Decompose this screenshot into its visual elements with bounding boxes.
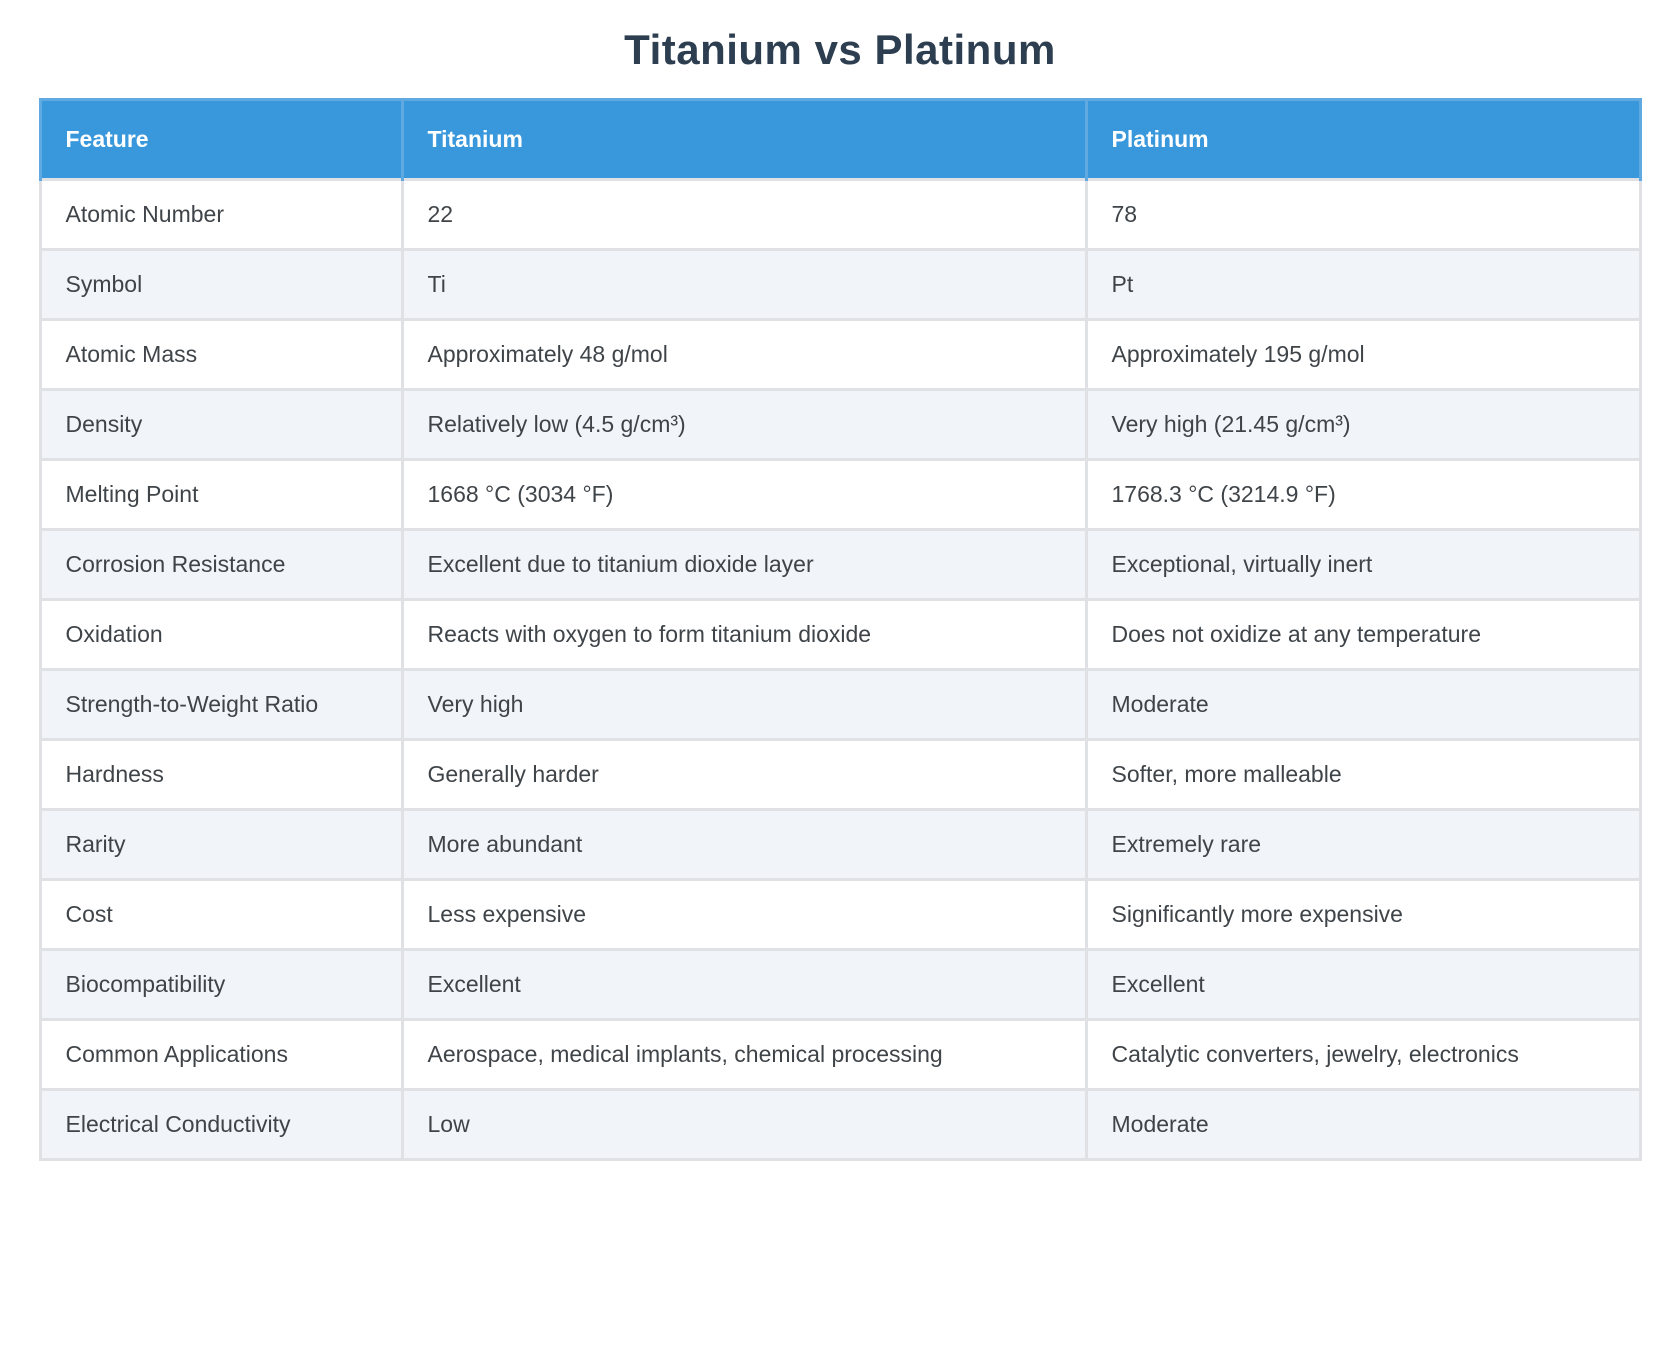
feature-cell: Hardness xyxy=(38,738,404,811)
titanium-cell: Approximately 48 g/mol xyxy=(400,318,1088,391)
table-header-row: Feature Titanium Platinum xyxy=(38,98,1642,180)
platinum-cell: Pt xyxy=(1084,248,1642,321)
table-row: Atomic Mass Approximately 48 g/mol Approxi… xyxy=(38,318,1642,391)
feature-cell: Strength-to-Weight Ratio xyxy=(38,668,404,741)
feature-cell: Common Applications xyxy=(38,1018,404,1091)
header-cell-titanium: Titanium xyxy=(400,98,1088,180)
feature-cell: Oxidation xyxy=(38,598,404,671)
feature-cell: Corrosion Resistance xyxy=(38,528,404,601)
titanium-cell: 22 xyxy=(400,178,1088,251)
table-row: Common Applications Aerospace, medical im… xyxy=(38,1018,1642,1091)
table-row: Atomic Number 22 78 xyxy=(38,178,1642,251)
platinum-cell: Excellent xyxy=(1084,948,1642,1021)
feature-cell: Electrical Conductivity xyxy=(38,1088,404,1161)
page-title: Titanium vs Platinum xyxy=(624,26,1056,73)
comparison-table: Feature Titanium Platinum Atomic Number 2… xyxy=(38,98,1642,1161)
titanium-cell: Relatively low (4.5 g/cm³) xyxy=(400,388,1088,461)
header-cell-platinum: Platinum xyxy=(1084,98,1642,180)
platinum-cell: Softer, more malleable xyxy=(1084,738,1642,811)
header-cell-feature: Feature xyxy=(38,98,404,180)
table-row: Biocompatibility Excellent Excellent xyxy=(38,948,1642,1021)
platinum-cell: Exceptional, virtually inert xyxy=(1084,528,1642,601)
feature-cell: Density xyxy=(38,388,404,461)
titanium-cell: Excellent xyxy=(400,948,1088,1021)
feature-cell: Rarity xyxy=(38,808,404,881)
feature-cell: Atomic Number xyxy=(38,178,404,251)
feature-cell: Cost xyxy=(38,878,404,951)
table-row: Strength-to-Weight Ratio Very high Moderat… xyxy=(38,668,1642,741)
table-row: Cost Less expensive Significantly more exp… xyxy=(38,878,1642,951)
platinum-cell: 1768.3 °C (3214.9 °F) xyxy=(1084,458,1642,531)
feature-cell: Melting Point xyxy=(38,458,404,531)
table-row: Symbol Ti Pt xyxy=(38,248,1642,321)
table-row: Oxidation Reacts with oxygen to form tita… xyxy=(38,598,1642,671)
table-row: Rarity More abundant Extremely rare xyxy=(38,808,1642,881)
titanium-cell: Very high xyxy=(400,668,1088,741)
titanium-cell: Aerospace, medical implants, chemical pr… xyxy=(400,1018,1088,1091)
table-row: Melting Point 1668 °C (3034 °F) 1768.3 °C … xyxy=(38,458,1642,531)
platinum-cell: Significantly more expensive xyxy=(1084,878,1642,951)
platinum-cell: Catalytic converters, jewelry, electroni… xyxy=(1084,1018,1642,1091)
platinum-cell: Does not oxidize at any temperature xyxy=(1084,598,1642,671)
feature-cell: Symbol xyxy=(38,248,404,321)
table-row: Hardness Generally harder Softer, more mal… xyxy=(38,738,1642,811)
table-row: Electrical Conductivity Low Moderate xyxy=(38,1088,1642,1161)
table-row: Corrosion Resistance Excellent due to tit… xyxy=(38,528,1642,601)
titanium-cell: Excellent due to titanium dioxide layer xyxy=(400,528,1088,601)
titanium-cell: Reacts with oxygen to form titanium diox… xyxy=(400,598,1088,671)
table-body: Atomic Number 22 78 Symbol Ti Pt Atomic Mass Ap… xyxy=(38,178,1642,1161)
titanium-cell: Low xyxy=(400,1088,1088,1161)
feature-cell: Biocompatibility xyxy=(38,948,404,1021)
titanium-cell: 1668 °C (3034 °F) xyxy=(400,458,1088,531)
titanium-cell: Ti xyxy=(400,248,1088,321)
platinum-cell: Moderate xyxy=(1084,1088,1642,1161)
platinum-cell: Moderate xyxy=(1084,668,1642,741)
table-row: Density Relatively low (4.5 g/cm³) Very hi… xyxy=(38,388,1642,461)
feature-cell: Atomic Mass xyxy=(38,318,404,391)
titanium-cell: Less expensive xyxy=(400,878,1088,951)
platinum-cell: Approximately 195 g/mol xyxy=(1084,318,1642,391)
platinum-cell: Extremely rare xyxy=(1084,808,1642,881)
platinum-cell: Very high (21.45 g/cm³) xyxy=(1084,388,1642,461)
titanium-cell: Generally harder xyxy=(400,738,1088,811)
titanium-cell: More abundant xyxy=(400,808,1088,881)
platinum-cell: 78 xyxy=(1084,178,1642,251)
